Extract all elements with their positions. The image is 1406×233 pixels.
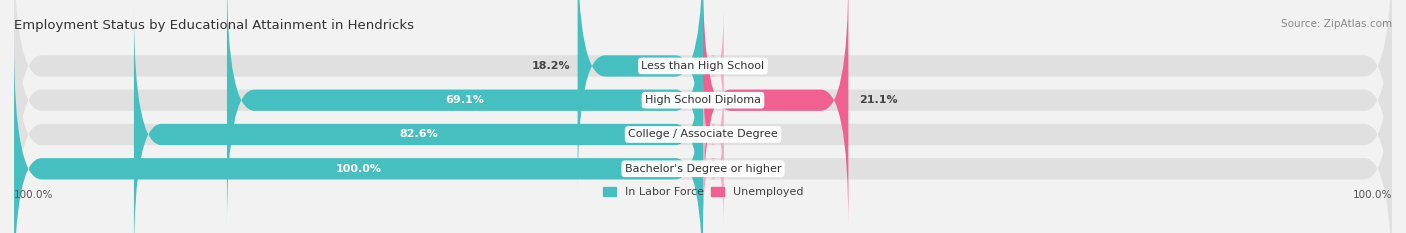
FancyBboxPatch shape	[14, 0, 1392, 227]
Text: Source: ZipAtlas.com: Source: ZipAtlas.com	[1281, 19, 1392, 29]
Legend: In Labor Force, Unemployed: In Labor Force, Unemployed	[603, 187, 803, 197]
Text: 21.1%: 21.1%	[859, 95, 897, 105]
Text: High School Diploma: High School Diploma	[645, 95, 761, 105]
Text: 0.0%: 0.0%	[734, 61, 765, 71]
Text: 100.0%: 100.0%	[336, 164, 381, 174]
Text: 100.0%: 100.0%	[14, 190, 53, 200]
FancyBboxPatch shape	[226, 0, 703, 227]
FancyBboxPatch shape	[703, 111, 724, 227]
Text: College / Associate Degree: College / Associate Degree	[628, 130, 778, 140]
FancyBboxPatch shape	[14, 42, 703, 233]
Text: 82.6%: 82.6%	[399, 130, 437, 140]
FancyBboxPatch shape	[703, 8, 724, 124]
FancyBboxPatch shape	[14, 0, 1392, 192]
FancyBboxPatch shape	[703, 0, 848, 227]
Text: Bachelor's Degree or higher: Bachelor's Degree or higher	[624, 164, 782, 174]
FancyBboxPatch shape	[703, 77, 724, 192]
FancyBboxPatch shape	[14, 42, 1392, 233]
Text: 100.0%: 100.0%	[1353, 190, 1392, 200]
Text: Less than High School: Less than High School	[641, 61, 765, 71]
Text: 18.2%: 18.2%	[531, 61, 571, 71]
Text: 0.0%: 0.0%	[734, 130, 765, 140]
Text: 69.1%: 69.1%	[446, 95, 485, 105]
FancyBboxPatch shape	[134, 8, 703, 233]
FancyBboxPatch shape	[14, 8, 1392, 233]
Text: 0.0%: 0.0%	[734, 164, 765, 174]
FancyBboxPatch shape	[578, 0, 703, 192]
Text: Employment Status by Educational Attainment in Hendricks: Employment Status by Educational Attainm…	[14, 19, 413, 32]
